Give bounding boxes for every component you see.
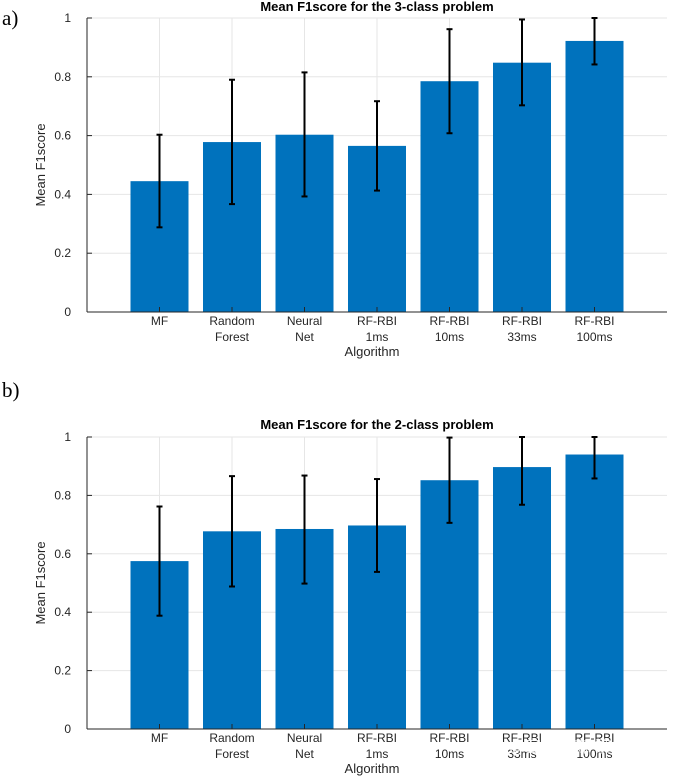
x-tick-label: Neural Net	[287, 731, 322, 761]
panel-label: b)	[2, 378, 20, 402]
x-tick-label-line: RF-RBI	[575, 314, 615, 328]
x-tick-label: Neural Net	[287, 314, 322, 344]
x-tick-label: RF-RBI 10ms	[430, 314, 470, 344]
x-tick-label-line: Forest	[215, 747, 250, 761]
chart-title: Mean F1score for the 3-class problem	[260, 0, 493, 14]
x-axis-label: Algorithm	[345, 344, 400, 359]
x-tick-label-line: RF-RBI	[575, 731, 615, 745]
x-tick-label-line: Neural	[287, 314, 322, 328]
x-tick-label-line: Random	[209, 731, 254, 745]
y-tick-label: 0.4	[54, 187, 71, 201]
chart-panel-b: b) Mean F1score for the 2-class problem 0 0…	[2, 378, 667, 776]
x-tick-label-line: 1ms	[366, 330, 389, 344]
x-tick-label-line: 1ms	[366, 747, 389, 761]
bar	[565, 40, 624, 312]
x-axis-label: Algorithm	[345, 761, 400, 776]
bar	[565, 454, 624, 729]
x-tick-label-line: Net	[295, 330, 314, 344]
x-tick-label: MF	[151, 731, 168, 745]
watermark-text: 知乎 @富临维森-黎生	[472, 737, 627, 756]
y-tick-label: 0.6	[54, 129, 71, 143]
x-tick-label: Random Forest	[209, 314, 254, 344]
x-tick-label: RF-RBI 1ms	[357, 731, 397, 761]
x-tick-label: Random Forest	[209, 731, 254, 761]
x-tick-label-line: RF-RBI	[502, 314, 542, 328]
x-tick-label-line: RF-RBI	[430, 731, 470, 745]
x-tick-label: RF-RBI 10ms	[430, 731, 470, 761]
y-tick-label: 0.8	[54, 70, 71, 84]
x-tick-label-line: 10ms	[435, 330, 464, 344]
y-axis-label: Mean F1score	[33, 541, 48, 624]
y-tick-label: 1	[64, 11, 71, 25]
y-tick-label: 0	[64, 722, 71, 736]
x-tick-label-line: Forest	[215, 330, 250, 344]
x-tick-label: RF-RBI 100ms	[575, 731, 615, 761]
x-tick-label-line: Random	[209, 314, 254, 328]
x-tick-label-line: RF-RBI	[357, 731, 397, 745]
panel-label: a)	[2, 6, 18, 30]
x-tick-label-line: RF-RBI	[430, 314, 470, 328]
x-tick-label-line: 100ms	[576, 747, 612, 761]
bar	[493, 467, 551, 729]
x-tick-label-line: 33ms	[507, 330, 536, 344]
x-tick-label: RF-RBI 100ms	[575, 314, 615, 344]
y-axis-label: Mean F1score	[33, 123, 48, 206]
y-tick-label: 0.6	[54, 547, 71, 561]
x-tick-label-line: RF-RBI	[357, 314, 397, 328]
x-tick-label-line: 33ms	[507, 747, 536, 761]
x-tick-label: RF-RBI 1ms	[357, 314, 397, 344]
x-tick-label-line: 100ms	[576, 330, 612, 344]
x-tick-label: RF-RBI 33ms	[502, 314, 542, 344]
chart-panel-a: a) Mean F1score for the 3-class problem 0 0…	[2, 0, 667, 359]
y-tick-label: 1	[64, 430, 71, 444]
y-tick-label: 0	[64, 305, 71, 319]
x-tick-label-line: 10ms	[435, 747, 464, 761]
y-tick-label: 0.2	[54, 246, 71, 260]
x-tick-label-line: RF-RBI	[502, 731, 542, 745]
x-tick-label: MF	[151, 314, 168, 328]
y-tick-label: 0.2	[54, 664, 71, 678]
x-tick-label: RF-RBI 33ms	[502, 731, 542, 761]
x-tick-label-line: MF	[151, 731, 168, 745]
y-tick-label: 0.8	[54, 488, 71, 502]
chart-title: Mean F1score for the 2-class problem	[260, 417, 493, 432]
y-tick-label: 0.4	[54, 605, 71, 619]
x-tick-label-line: Neural	[287, 731, 322, 745]
x-tick-label-line: Net	[295, 747, 314, 761]
x-tick-label-line: MF	[151, 314, 168, 328]
